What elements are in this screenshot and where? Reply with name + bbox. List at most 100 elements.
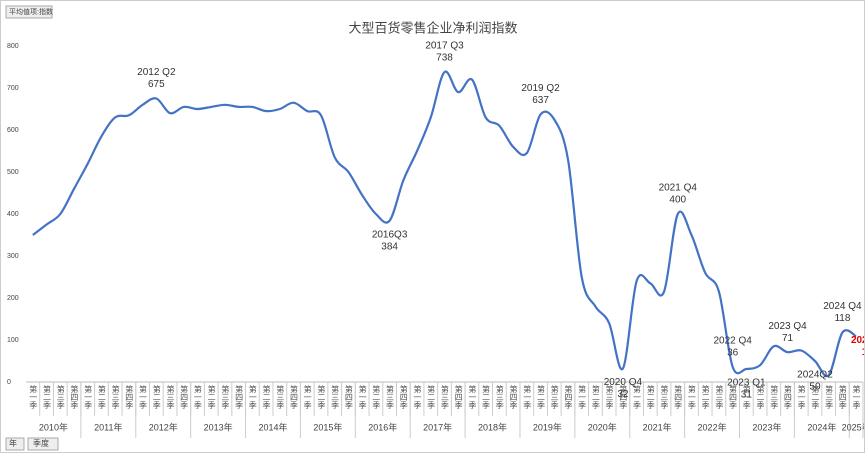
x-tick-label: 第四季 [289,384,298,410]
x-tick-label: 第一季 [358,384,367,410]
x-group-label: 2024年 [807,421,836,432]
x-tick-label: 第二季 [42,384,51,410]
x-group-label: 2013年 [204,421,233,432]
point-label: 2025 Q1 [851,335,865,346]
x-group-label: 2011年 [94,421,122,432]
x-tick-label: 第四季 [399,384,408,410]
x-tick-label: 第二季 [207,384,216,410]
y-tick-label: 400 [7,211,19,218]
y-tick-label: 100 [7,337,19,344]
x-tick-label: 第一季 [687,384,696,410]
x-tick-label: 第四季 [454,384,463,410]
x-group-label: 2010年 [39,421,68,432]
x-tick-label: 第三季 [440,384,449,410]
point-label: 2023 Q1 [727,378,766,389]
x-tick-label: 第三季 [386,384,395,410]
value-label: 637 [532,95,549,106]
x-group-label: 2022年 [698,421,727,432]
x-tick-label: 第四季 [674,384,683,410]
value-label: 32 [617,389,629,400]
y-tick-label: 200 [7,295,19,302]
filter-button[interactable] [27,437,59,451]
x-tick-label: 第四季 [619,384,628,410]
x-tick-label: 第一季 [248,384,257,410]
chart-title: 大型百货零售企业净利润指数 [348,20,517,35]
x-tick-label: 第一季 [139,384,148,410]
x-group-label: 2019年 [533,421,562,432]
pivot-button[interactable] [5,5,53,19]
x-tick-label: 第四季 [564,384,573,410]
x-tick-label: 第二季 [756,384,765,410]
point-label: 2024Q2 [797,370,833,381]
point-label: 2019 Q2 [521,83,560,94]
x-tick-label: 第一季 [468,384,477,410]
x-group-label: 2021年 [643,421,672,432]
x-group-label: 2018年 [478,421,507,432]
x-group-label: 2025年 [842,421,865,432]
x-tick-label: 第二季 [262,384,271,410]
x-tick-label: 第二季 [427,384,436,410]
filter-button-text: 年 [9,438,17,448]
value-label: 36 [727,348,739,359]
x-tick-label: 第一季 [797,384,806,410]
x-tick-label: 第二季 [811,384,820,410]
x-tick-label: 第二季 [372,384,381,410]
x-tick-label: 第三季 [221,384,230,410]
filter-button-text: 季度 [33,438,49,448]
x-tick-label: 第三季 [495,384,504,410]
y-tick-label: 700 [7,85,19,92]
x-tick-label: 第二季 [482,384,491,410]
y-tick-label: 800 [7,43,19,50]
point-label: 2017 Q3 [425,41,464,52]
x-tick-label: 第一季 [193,384,202,410]
x-group-label: 2020年 [588,421,617,432]
x-tick-label: 第一季 [303,384,312,410]
x-tick-label: 第一季 [578,384,587,410]
x-tick-label: 第三季 [660,384,669,410]
x-tick-label: 第二季 [536,384,545,410]
x-group-label: 2012年 [149,421,178,432]
x-tick-label: 第二季 [152,384,161,410]
x-tick-label: 第四季 [509,384,518,410]
filter-button[interactable] [5,437,25,451]
y-tick-label: 300 [7,253,19,260]
x-tick-label: 第一季 [742,384,751,410]
value-label: 738 [436,53,453,64]
x-tick-label: 第三季 [605,384,614,410]
x-tick-label: 第四季 [783,384,792,410]
point-label: 2022 Q4 [713,336,752,347]
x-group-label: 2015年 [313,421,342,432]
x-tick-label: 第二季 [591,384,600,410]
value-label: 675 [148,79,165,90]
line-series [32,70,857,378]
point-label: 2012 Q2 [137,67,176,78]
point-label: 2024 Q4 [823,301,862,312]
value-label: 400 [669,195,686,206]
x-tick-label: 第一季 [632,384,641,410]
value-label: 384 [381,241,398,252]
x-tick-label: 第三季 [331,384,340,410]
x-group-label: 2014年 [258,421,287,432]
point-label: 2020 Q4 [604,377,643,388]
x-tick-label: 第三季 [56,384,65,410]
x-group-label: 2016年 [368,421,397,432]
x-tick-label: 第四季 [729,384,738,410]
x-tick-label: 第四季 [235,384,244,410]
x-tick-label: 第四季 [344,384,353,410]
x-tick-label: 第一季 [523,384,532,410]
point-label: 2023 Q4 [768,321,807,332]
point-label: 2016Q3 [372,229,408,240]
y-tick-label: 500 [7,169,19,176]
value-label: 109 [862,347,865,358]
x-tick-label: 第一季 [84,384,93,410]
x-tick-label: 第三季 [111,384,120,410]
x-tick-label: 第三季 [550,384,559,410]
x-tick-label: 第三季 [276,384,285,410]
value-label: 118 [834,313,850,324]
value-label: 50 [809,382,821,393]
x-tick-label: 第二季 [646,384,655,410]
value-label: 71 [782,333,794,344]
x-tick-label: 第一季 [413,384,422,410]
point-label: 2021 Q4 [659,183,698,194]
